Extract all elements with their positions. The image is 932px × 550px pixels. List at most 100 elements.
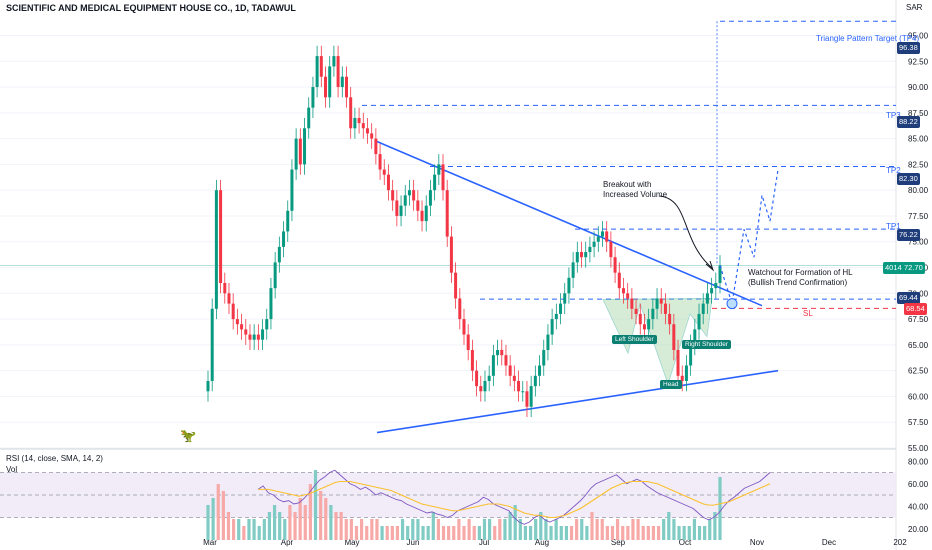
volume-bar [221,491,225,540]
candle-body [529,386,533,407]
y-tick-label-1: 57.50 [908,418,929,427]
x-tick-label-9: Dec [822,538,836,547]
sl-label: SL [803,309,813,318]
candle-body [311,87,315,108]
candle-body [340,76,344,88]
volume-bar [569,526,574,540]
volume-bar [380,526,384,540]
candle-body [298,138,302,165]
volume-bar [503,519,507,540]
volume-bar [441,526,446,540]
volume-bar [626,526,630,540]
rsi-ma-line [258,480,771,519]
breakout-arrow [659,195,713,269]
volume-bar [523,526,528,540]
volume-bar [385,526,389,540]
candle-body [265,319,269,330]
candle-body [282,231,286,247]
current-price-tag: 72.70 [902,262,925,274]
volume-bar [272,505,277,540]
candle-body [416,200,420,211]
candle-body [344,76,348,98]
volume-bar [252,519,256,540]
candle-body [374,138,378,155]
rsi-legend: RSI (14, close, SMA, 14, 2) [6,454,103,463]
volume-bar [406,526,410,540]
candle-body [638,313,642,325]
watchout-note-line2: (Bullish Trend Confirmation) [748,278,848,287]
x-tick-label-2: May [344,538,359,547]
volume-bar [467,519,471,540]
candle-body [491,355,495,376]
candle-body [504,355,508,366]
candle-body [277,246,281,263]
candle-body [496,350,500,356]
volume-bar [718,477,722,540]
candle-body [714,282,718,289]
candle-body [580,252,584,258]
volume-bar [313,470,318,540]
candle-body [391,190,395,201]
candle-body [613,257,617,273]
y-tick-label-15: 92.50 [908,57,929,66]
candle-body [659,298,663,304]
candle-body [307,107,311,129]
projection-path [719,169,779,304]
candle-body [449,236,453,273]
rsi-line [257,469,771,525]
volume-bar [426,526,430,540]
candle-body [420,210,424,222]
rsi-tick-label-2: 60.00 [908,480,929,489]
volume-bar [267,512,272,540]
y-tick-label-12: 85.00 [908,135,929,144]
candle-body [395,200,399,216]
candle-body [227,293,231,304]
volume-bar [354,526,359,540]
candle-body [512,375,516,381]
candle-body [470,350,474,371]
candle-body [538,365,542,376]
volume-bar [462,526,466,540]
volume-bar [636,519,640,540]
volume-bar [677,526,681,540]
ascending-trendline [376,369,779,434]
candle-body [315,56,319,88]
candle-body [214,190,218,309]
candle-body [479,386,483,392]
candle-body [273,262,277,289]
candle-body [634,308,638,314]
candle-body [433,174,437,191]
candle-body [303,128,307,165]
volume-bar [319,491,323,540]
candle-body [554,313,558,320]
candle-body [475,370,479,387]
head-label: Head [660,380,682,389]
head-shoulders-pattern [602,298,713,386]
candle-body [559,303,563,314]
volume-bar [708,519,712,540]
y-tick-label-8: 75.00 [908,238,929,247]
higher-low-marker [726,298,738,310]
candle-body [286,210,290,232]
candle-body [353,117,357,129]
volume-bar [575,519,579,540]
candle-body [378,154,382,170]
volume-bar [534,519,538,540]
candle-body [483,380,487,392]
volume-bar [457,519,461,540]
candle-body [605,231,609,242]
y-tick-label-10: 80.00 [908,186,929,195]
candle-body [437,164,441,175]
candle-body [718,265,722,283]
volume-bar [528,526,533,540]
volume-bar [554,519,558,540]
volume-bar [713,512,717,540]
candle-body [240,324,244,330]
tradingview-logo-icon: 🦖 [180,428,197,443]
volume-bar [697,526,702,540]
candle-body [231,303,235,320]
volume-bar [293,512,297,540]
volume-bar [595,519,599,540]
volume-bar [436,519,440,540]
